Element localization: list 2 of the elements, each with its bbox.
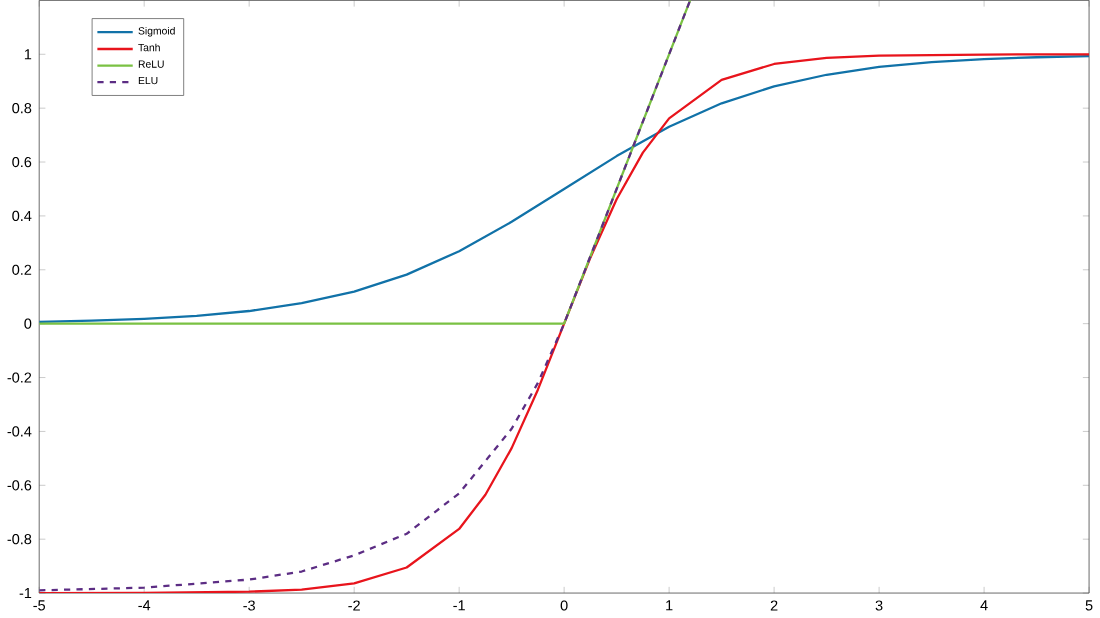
line-series bbox=[39, 55, 1090, 324]
line-series bbox=[39, 0, 692, 592]
